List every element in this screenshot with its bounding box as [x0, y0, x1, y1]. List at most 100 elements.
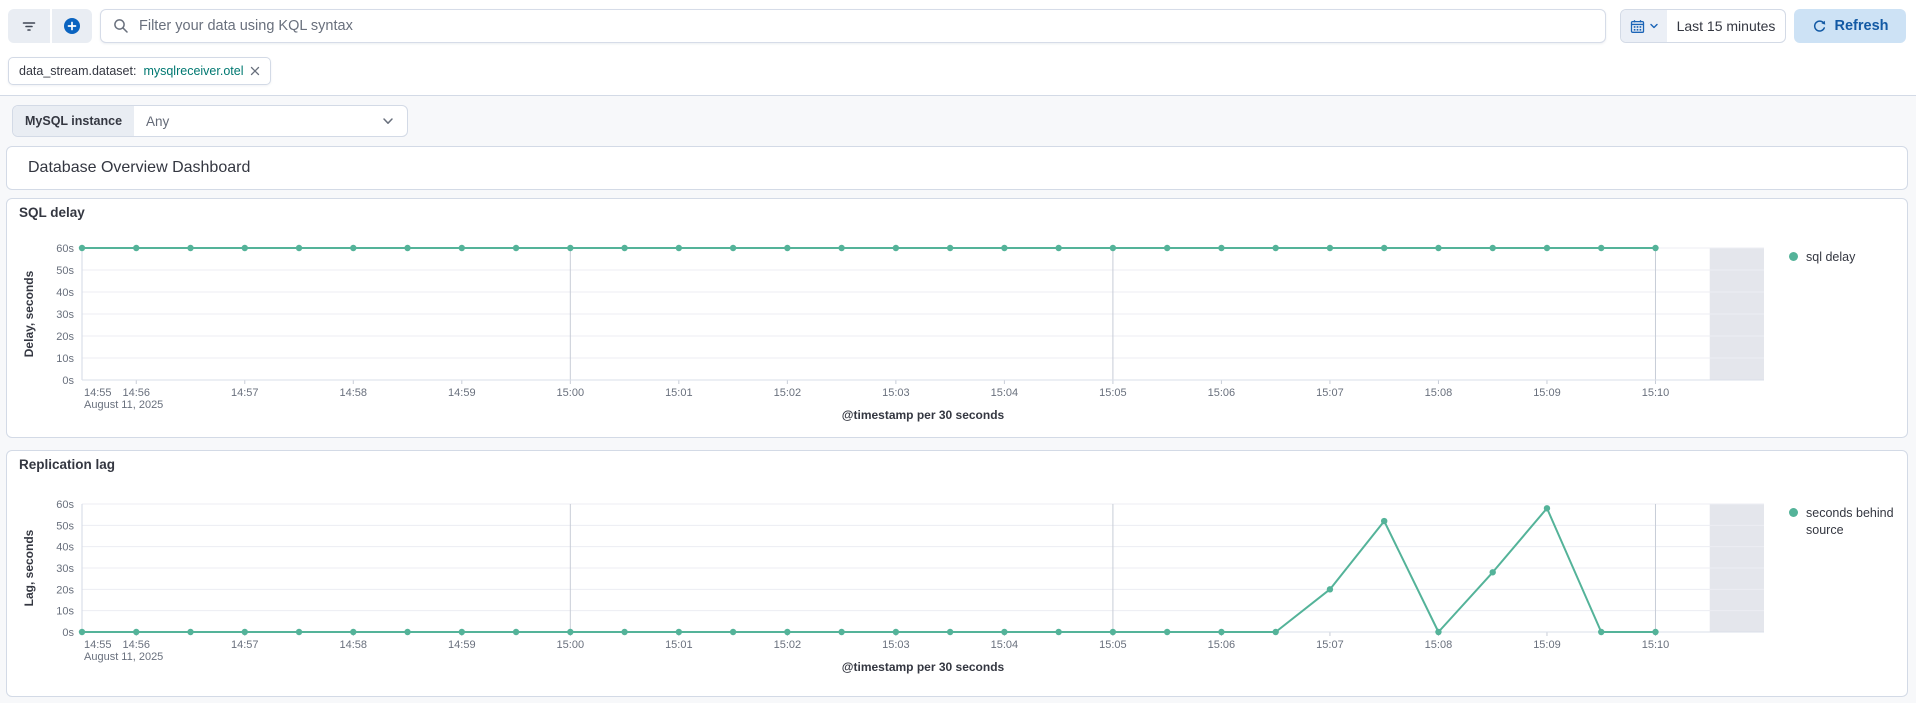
- dashboard-title: Database Overview Dashboard: [28, 159, 251, 176]
- svg-text:15:00: 15:00: [557, 387, 585, 399]
- gridlines: [82, 503, 1764, 636]
- control-label: MySQL instance: [13, 106, 135, 136]
- svg-text:15:01: 15:01: [665, 387, 693, 399]
- series-line: [82, 507, 1656, 633]
- svg-text:60s: 60s: [56, 243, 74, 255]
- dashboard-title-panel: Database Overview Dashboard: [6, 146, 1908, 190]
- svg-text:10s: 10s: [56, 353, 74, 365]
- mysql-instance-control[interactable]: MySQL instance Any: [12, 105, 408, 137]
- chart-canvas[interactable]: 0s 10s 20s 30s 40s 50s 60s 14:55 14:56 14:57 14:58…: [7, 199, 1907, 437]
- svg-text:15:03: 15:03: [882, 639, 910, 651]
- svg-text:14:55: 14:55: [84, 639, 112, 651]
- svg-text:15:05: 15:05: [1099, 639, 1127, 651]
- svg-text:15:03: 15:03: [882, 387, 910, 399]
- svg-text:15:07: 15:07: [1316, 387, 1344, 399]
- filter-pill-value: mysqlreceiver.otel: [143, 64, 244, 78]
- search-icon: [114, 19, 128, 33]
- y-axis-title: Delay, seconds: [22, 270, 36, 357]
- x-axis-date-label: August 11, 2025: [84, 399, 163, 411]
- gridlines: [82, 247, 1764, 384]
- svg-text:15:08: 15:08: [1425, 639, 1453, 651]
- series-points: [78, 244, 1659, 252]
- svg-text:15:05: 15:05: [1099, 387, 1127, 399]
- svg-text:40s: 40s: [56, 542, 74, 554]
- series-points: [78, 505, 1659, 636]
- filter-bar: data_stream.dataset: mysqlreceiver.otel: [0, 52, 1916, 95]
- panel-sql-delay: SQL delay sql delay 0s 10s 20s 30s 40s 50s 60s…: [6, 198, 1908, 438]
- x-tick-labels: 14:55 14:56 14:57 14:58 14:59 15:00 15:01 15:02…: [84, 387, 1669, 411]
- svg-text:15:07: 15:07: [1316, 639, 1344, 651]
- svg-text:50s: 50s: [56, 520, 74, 532]
- time-range-value[interactable]: Last 15 minutes: [1676, 18, 1776, 34]
- chart-canvas[interactable]: 0s 10s 20s 30s 40s 50s 60s 14:55 14:56 14:57 14:58…: [7, 451, 1907, 696]
- x-axis-title: @timestamp per 30 seconds: [842, 408, 1005, 422]
- svg-text:15:04: 15:04: [991, 387, 1019, 399]
- top-bar: Last 15 minutes Refresh: [0, 0, 1916, 52]
- refresh-button[interactable]: Refresh: [1794, 9, 1906, 43]
- svg-text:20s: 20s: [56, 331, 74, 343]
- kql-search-bar: [100, 9, 1606, 43]
- add-filter-button[interactable]: [50, 9, 92, 43]
- panel-replication-lag: Replication lag seconds behind source 0s…: [6, 450, 1908, 697]
- calendar-icon: [1630, 19, 1644, 33]
- filter-pill-datastream[interactable]: data_stream.dataset: mysqlreceiver.otel: [8, 57, 272, 85]
- legend-dot: [1789, 508, 1798, 517]
- legend-label: seconds behind source: [1806, 506, 1894, 537]
- header-divider: [0, 95, 1916, 96]
- svg-text:15:06: 15:06: [1208, 639, 1236, 651]
- svg-text:40s: 40s: [56, 287, 74, 299]
- svg-text:15:09: 15:09: [1533, 387, 1561, 399]
- svg-text:15:08: 15:08: [1425, 387, 1453, 399]
- svg-text:14:59: 14:59: [448, 387, 476, 399]
- svg-text:15:09: 15:09: [1533, 639, 1561, 651]
- y-axis-title: Lag, seconds: [22, 529, 36, 606]
- y-tick-labels: 0s 10s 20s 30s 40s 50s 60s: [56, 243, 74, 387]
- svg-text:14:58: 14:58: [340, 387, 368, 399]
- x-tick-labels: 14:55 14:56 14:57 14:58 14:59 15:00 15:01 15:02…: [84, 639, 1669, 663]
- control-selected-value: Any: [146, 113, 170, 129]
- svg-text:60s: 60s: [56, 499, 74, 511]
- svg-text:15:00: 15:00: [557, 639, 585, 651]
- svg-text:15:04: 15:04: [991, 639, 1019, 651]
- legend-dot: [1789, 252, 1798, 261]
- dashboard-content: MySQL instance Any Database Overview Das…: [0, 96, 1916, 703]
- filter-button-group: [8, 9, 92, 43]
- svg-text:14:57: 14:57: [231, 639, 259, 651]
- legend-item[interactable]: sql delay: [1789, 249, 1907, 266]
- svg-text:15:01: 15:01: [665, 639, 693, 651]
- filter-pill-key: data_stream.dataset:: [19, 64, 137, 78]
- x-axis-date-label: August 11, 2025: [84, 651, 163, 663]
- legend-item[interactable]: seconds behind source: [1789, 505, 1907, 539]
- filter-icon: [22, 22, 36, 31]
- chevron-down-icon: [1649, 23, 1658, 29]
- svg-text:15:02: 15:02: [774, 639, 802, 651]
- svg-text:30s: 30s: [56, 309, 74, 321]
- svg-text:14:55: 14:55: [84, 387, 112, 399]
- close-icon[interactable]: [250, 66, 260, 76]
- legend-label: sql delay: [1806, 250, 1856, 264]
- svg-text:0s: 0s: [62, 375, 74, 387]
- chart-title: SQL delay: [19, 205, 85, 220]
- svg-text:15:10: 15:10: [1642, 639, 1670, 651]
- y-tick-labels: 0s 10s 20s 30s 40s 50s 60s: [56, 499, 74, 639]
- svg-text:15:10: 15:10: [1642, 387, 1670, 399]
- chevron-down-icon: [383, 118, 393, 124]
- filter-menu-button[interactable]: [8, 9, 50, 43]
- svg-text:14:57: 14:57: [231, 387, 259, 399]
- refresh-label: Refresh: [1834, 18, 1889, 34]
- svg-text:50s: 50s: [56, 265, 74, 277]
- time-range-picker: Last 15 minutes: [1620, 9, 1786, 43]
- chart-title: Replication lag: [19, 457, 116, 472]
- svg-text:15:06: 15:06: [1208, 387, 1236, 399]
- svg-text:14:59: 14:59: [448, 639, 476, 651]
- date-picker-button[interactable]: [1621, 10, 1667, 42]
- svg-text:10s: 10s: [56, 606, 74, 618]
- svg-text:0s: 0s: [62, 627, 74, 639]
- svg-text:14:56: 14:56: [122, 387, 150, 399]
- svg-text:15:02: 15:02: [774, 387, 802, 399]
- plus-in-circle-icon: [64, 18, 80, 34]
- kql-search-input[interactable]: [139, 18, 1593, 34]
- svg-text:14:58: 14:58: [340, 639, 368, 651]
- svg-text:20s: 20s: [56, 584, 74, 596]
- refresh-icon: [1813, 19, 1825, 32]
